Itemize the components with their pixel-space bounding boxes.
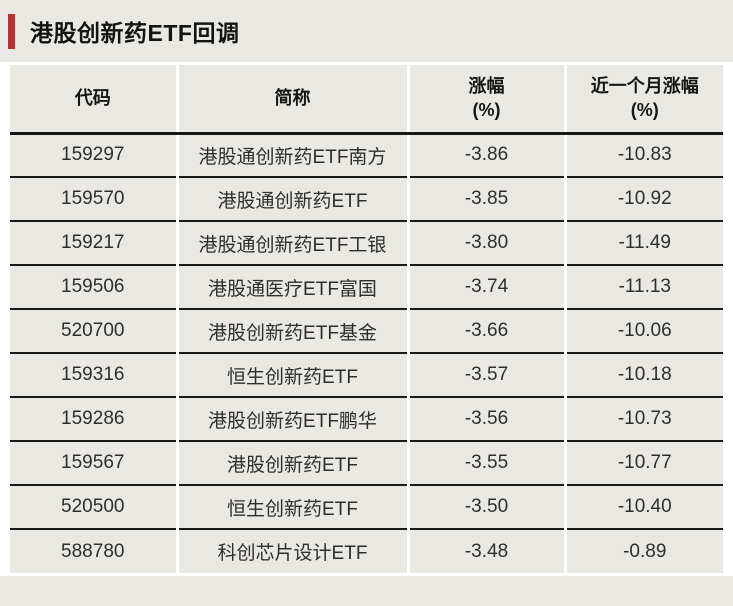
table-row: 588780 科创芯片设计ETF -3.48 -0.89	[10, 528, 723, 573]
cell-name: 恒生创新药ETF	[177, 484, 410, 529]
cell-change: -3.74	[408, 264, 567, 309]
cell-code: 159297	[10, 133, 179, 177]
cell-change: -3.66	[408, 308, 567, 353]
cell-name: 恒生创新药ETF	[177, 352, 410, 397]
header-name: 简称	[177, 65, 410, 135]
table-row: 159297 港股通创新药ETF南方 -3.86 -10.83	[10, 133, 723, 177]
table-header-row: 代码 简称 涨幅 (%) 近一个月涨幅 (%)	[10, 65, 723, 135]
cell-code: 159567	[10, 440, 179, 485]
cell-change: -3.55	[408, 440, 567, 485]
cell-monthly-change: -11.49	[565, 220, 723, 265]
cell-code: 588780	[10, 528, 179, 573]
cell-change: -3.57	[408, 352, 567, 397]
cell-code: 159570	[10, 176, 179, 221]
header-monthly-change-unit: (%)	[630, 100, 659, 121]
table-row: 520500 恒生创新药ETF -3.50 -10.40	[10, 484, 723, 529]
cell-change: -3.50	[408, 484, 567, 529]
cell-code: 520700	[10, 308, 179, 353]
etf-table-container: 代码 简称 涨幅 (%) 近一个月涨幅 (%) 159297 港股通创新药ETF南方…	[0, 62, 733, 576]
table-row: 159570 港股通创新药ETF -3.85 -10.92	[10, 176, 723, 221]
title-bar: 港股创新药ETF回调	[0, 0, 733, 62]
cell-name: 港股创新药ETF鹏华	[177, 396, 410, 441]
header-code-label: 代码	[74, 88, 111, 109]
cell-change: -3.85	[408, 176, 567, 221]
cell-code: 159316	[10, 352, 179, 397]
cell-name: 港股通创新药ETF南方	[177, 133, 410, 177]
cell-name: 科创芯片设计ETF	[177, 528, 410, 573]
cell-change: -3.80	[408, 220, 567, 265]
header-monthly-change: 近一个月涨幅 (%)	[565, 65, 723, 135]
cell-monthly-change: -11.13	[565, 264, 723, 309]
cell-name: 港股通医疗ETF富国	[177, 264, 410, 309]
table-row: 159316 恒生创新药ETF -3.57 -10.18	[10, 352, 723, 397]
title-accent-bar	[8, 13, 15, 49]
cell-monthly-change: -10.73	[565, 396, 723, 441]
cell-name: 港股创新药ETF基金	[177, 308, 410, 353]
cell-change: -3.86	[408, 133, 567, 177]
cell-monthly-change: -10.06	[565, 308, 723, 353]
cell-monthly-change: -10.77	[565, 440, 723, 485]
page-title: 港股创新药ETF回调	[30, 20, 240, 46]
table-row: 159286 港股创新药ETF鹏华 -3.56 -10.73	[10, 396, 723, 441]
cell-monthly-change: -10.40	[565, 484, 723, 529]
cell-change: -3.56	[408, 396, 567, 441]
cell-code: 159286	[10, 396, 179, 441]
cell-name: 港股通创新药ETF	[177, 176, 410, 221]
cell-monthly-change: -10.92	[565, 176, 723, 221]
cell-name: 港股创新药ETF	[177, 440, 410, 485]
cell-monthly-change: -0.89	[565, 528, 723, 573]
header-change-unit: (%)	[472, 100, 501, 121]
header-name-label: 简称	[274, 88, 311, 109]
table-row: 159506 港股通医疗ETF富国 -3.74 -11.13	[10, 264, 723, 309]
header-code: 代码	[10, 65, 179, 135]
cell-code: 159217	[10, 220, 179, 265]
table-row: 159567 港股创新药ETF -3.55 -10.77	[10, 440, 723, 485]
cell-monthly-change: -10.18	[565, 352, 723, 397]
cell-change: -3.48	[408, 528, 567, 573]
cell-monthly-change: -10.83	[565, 133, 723, 177]
header-change: 涨幅 (%)	[408, 65, 567, 135]
header-change-label: 涨幅	[468, 75, 505, 96]
etf-table: 代码 简称 涨幅 (%) 近一个月涨幅 (%) 159297 港股通创新药ETF南方…	[10, 65, 723, 573]
cell-code: 159506	[10, 264, 179, 309]
cell-code: 520500	[10, 484, 179, 529]
cell-name: 港股通创新药ETF工银	[177, 220, 410, 265]
header-monthly-change-label: 近一个月涨幅	[590, 75, 699, 96]
table-row: 159217 港股通创新药ETF工银 -3.80 -11.49	[10, 220, 723, 265]
table-row: 520700 港股创新药ETF基金 -3.66 -10.06	[10, 308, 723, 353]
